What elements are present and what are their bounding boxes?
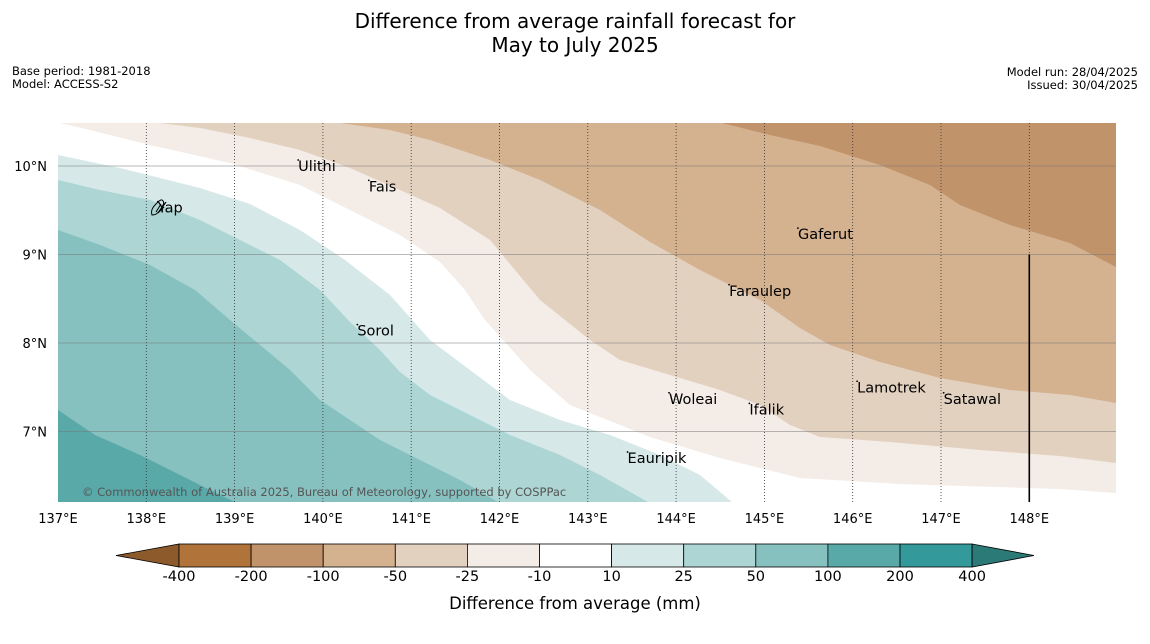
place-label: Gaferut	[798, 227, 853, 243]
copyright-text: © Commonwealth of Australia 2025, Bureau…	[82, 485, 566, 499]
lon-tick-label: 139°E	[215, 512, 255, 527]
colorbar-segment	[322, 543, 396, 568]
lon-tick-label: 137°E	[38, 512, 78, 527]
meta-info-right: Model run: 28/04/2025 Issued: 30/04/2025	[1007, 66, 1138, 92]
colorbar-segment	[250, 543, 324, 568]
lon-tick-label: 144°E	[656, 512, 696, 527]
place-marker	[297, 159, 300, 161]
colorbar	[115, 543, 1035, 568]
lon-tick-label: 145°E	[745, 512, 785, 527]
lat-tick-label: 7°N	[23, 426, 48, 441]
chart-title: Difference from average rainfall forecas…	[0, 9, 1150, 57]
place-label: Eauripik	[628, 451, 687, 467]
lon-tick-label: 141°E	[391, 512, 431, 527]
colorbar-segment	[827, 543, 901, 568]
place-marker	[356, 323, 359, 326]
lat-tick-label: 8°N	[23, 337, 48, 352]
colorbar-extend-high	[971, 543, 1035, 568]
yap-island-outline	[151, 199, 165, 216]
contour-band-wet-50	[58, 230, 498, 502]
colorbar-tick-label: 50	[746, 569, 766, 585]
colorbar-tick-label: -200	[234, 569, 268, 585]
place-label: Woleai	[669, 392, 717, 408]
place-label: Fais	[369, 179, 396, 195]
colorbar-segment	[466, 543, 540, 568]
lon-tick-label: 147°E	[921, 512, 961, 527]
meta-info-left: Base period: 1981-2018 Model: ACCESS-S2	[12, 65, 151, 91]
yap-island-icon	[151, 199, 165, 216]
colorbar-extend-low	[115, 543, 180, 568]
contour-band-dry-50	[340, 123, 1116, 403]
chart-title-line1: Difference from average rainfall forecas…	[354, 9, 796, 33]
place-label: Ifalik	[749, 402, 784, 418]
contour-band-dry-100	[722, 123, 1116, 267]
colorbar-segment	[611, 543, 685, 568]
colorbar-tick-label: 10	[602, 569, 621, 585]
colorbar-tick-label: -50	[383, 569, 408, 585]
place-label: Sorol	[357, 324, 394, 340]
colorbar-segment	[394, 543, 468, 568]
axis-ticks: 137°E 138°E 139°E 140°E 141°E 142°E 143°E 144°E…	[14, 160, 1049, 527]
place-marker	[942, 391, 945, 394]
colorbar-segment	[539, 543, 612, 568]
place-marker	[156, 200, 159, 203]
contour-layer	[58, 123, 1116, 502]
colorbar-tick-label: -100	[306, 569, 340, 585]
colorbar-tick-label: 200	[886, 569, 914, 585]
place-label: Faraulep	[729, 284, 791, 300]
place-label: Ulithi	[298, 159, 336, 175]
colorbar-segment	[755, 543, 829, 568]
model-text: Model: ACCESS-S2	[12, 77, 119, 91]
model-run-text: Model run: 28/04/2025	[1006, 65, 1138, 79]
lon-tick-label: 143°E	[568, 512, 608, 527]
colorbar-segment	[178, 543, 252, 568]
place-marker	[748, 402, 751, 405]
lon-tick-label: 140°E	[303, 512, 343, 527]
place-label: Satawal	[944, 392, 1001, 408]
lon-tick-label: 146°E	[833, 512, 873, 527]
place-marker	[367, 179, 370, 182]
colorbar-tick-label: -400	[162, 569, 196, 585]
colorbar-title: Difference from average (mm)	[449, 594, 701, 613]
colorbar-segment	[899, 543, 973, 568]
lon-tick-label: 138°E	[127, 512, 167, 527]
colorbar-tick-label: -25	[455, 569, 480, 585]
place-marker	[856, 380, 859, 383]
place-marker	[797, 227, 799, 230]
lon-tick-label: 148°E	[1010, 512, 1050, 527]
colorbar-tick-label: 400	[958, 569, 986, 585]
place-labels: Ulithi Fais Yap Gaferut Faraulep Sorol Lamotre…	[157, 159, 1001, 467]
base-period-text: Base period: 1981-2018	[12, 64, 151, 78]
colorbar-segment	[683, 543, 757, 568]
place-marker	[728, 283, 730, 286]
place-label: Yap	[157, 201, 183, 217]
contour-band-wet-100	[58, 410, 235, 502]
chart-title-line2: May to July 2025	[491, 33, 659, 57]
place-marker	[668, 391, 670, 394]
lat-tick-label: 9°N	[23, 249, 48, 264]
colorbar-tick-label: 100	[814, 569, 842, 585]
place-label: Lamotrek	[857, 380, 926, 396]
graticule	[58, 123, 1116, 502]
issued-text: Issued: 30/04/2025	[1027, 78, 1138, 92]
colorbar-tick-label: 25	[674, 569, 693, 585]
lat-tick-label: 10°N	[14, 160, 47, 175]
colorbar-tick-label: -10	[527, 569, 552, 585]
lon-tick-label: 142°E	[480, 512, 520, 527]
place-marker	[626, 451, 629, 453]
